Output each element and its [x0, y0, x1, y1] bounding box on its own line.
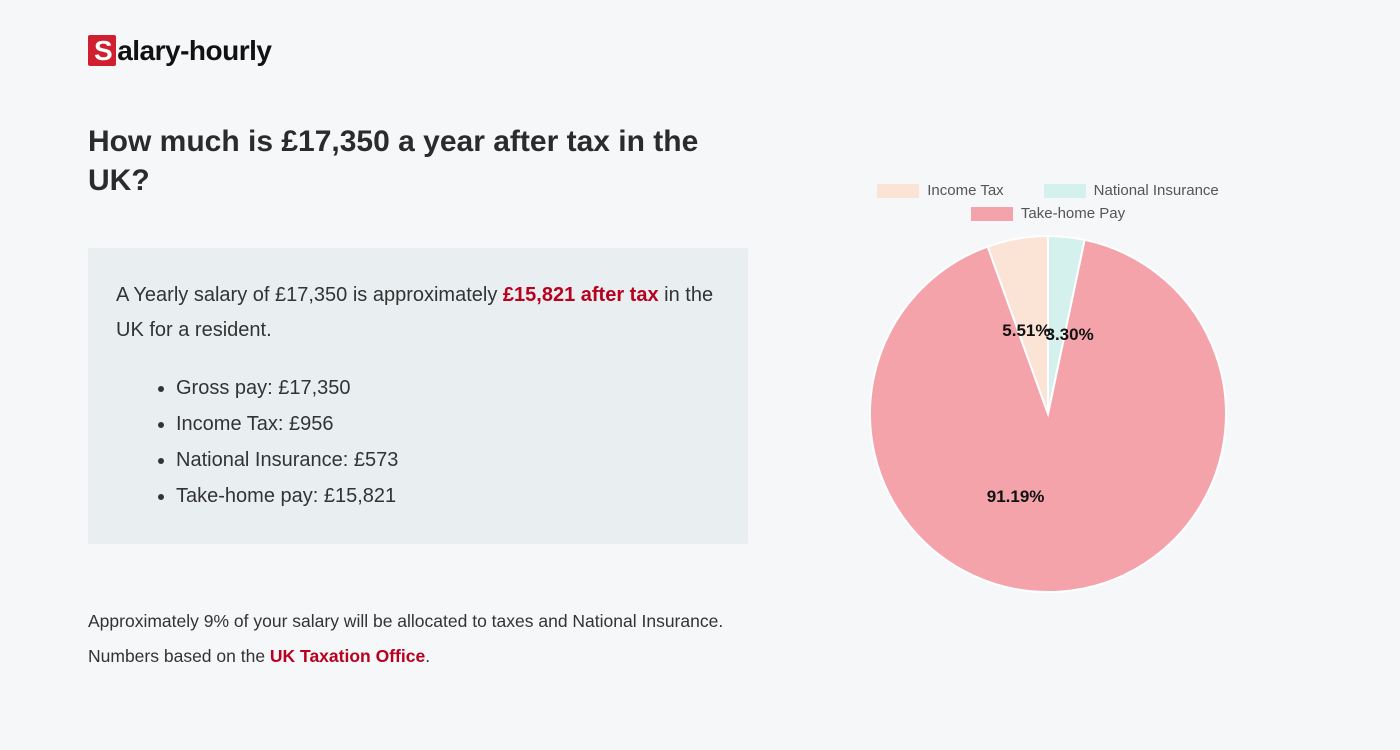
legend-row-1: Income Tax National Insurance	[828, 182, 1268, 199]
legend-swatch	[877, 184, 919, 198]
legend-row-2: Take-home Pay	[828, 205, 1268, 222]
list-item: Take-home pay: £15,821	[176, 478, 720, 514]
logo-rest: alary-hourly	[117, 35, 271, 66]
right-column: Income Tax National Insurance Take-home …	[828, 122, 1268, 674]
summary-box: A Yearly salary of £17,350 is approximat…	[88, 248, 748, 544]
legend-label: Take-home Pay	[1021, 205, 1125, 222]
page-container: Salary-hourly How much is £17,350 a year…	[0, 0, 1400, 709]
site-logo: Salary-hourly	[88, 35, 1312, 67]
chart-legend: Income Tax National Insurance Take-home …	[828, 182, 1268, 222]
content-row: How much is £17,350 a year after tax in …	[88, 122, 1312, 674]
taxation-office-link[interactable]: UK Taxation Office	[270, 646, 425, 666]
footnote-line2-prefix: Numbers based on the	[88, 646, 270, 666]
pie-svg	[868, 234, 1228, 594]
legend-swatch	[971, 207, 1013, 221]
summary-intro-prefix: A Yearly salary of £17,350 is approximat…	[116, 284, 503, 306]
legend-item-take-home: Take-home Pay	[971, 205, 1125, 222]
summary-list: Gross pay: £17,350 Income Tax: £956 Nati…	[116, 370, 720, 514]
left-column: How much is £17,350 a year after tax in …	[88, 122, 748, 674]
legend-item-income-tax: Income Tax	[877, 182, 1003, 199]
footnote-line1: Approximately 9% of your salary will be …	[88, 611, 723, 631]
legend-swatch	[1044, 184, 1086, 198]
legend-label: National Insurance	[1094, 182, 1219, 199]
pie-slice-label: 91.19%	[987, 487, 1045, 507]
summary-highlight: £15,821 after tax	[503, 284, 659, 306]
summary-intro: A Yearly salary of £17,350 is approximat…	[116, 278, 720, 348]
list-item: Gross pay: £17,350	[176, 370, 720, 406]
legend-item-national-insurance: National Insurance	[1044, 182, 1219, 199]
footnote: Approximately 9% of your salary will be …	[88, 604, 748, 674]
legend-label: Income Tax	[927, 182, 1003, 199]
page-title: How much is £17,350 a year after tax in …	[88, 122, 748, 200]
logo-prefix: S	[88, 35, 116, 66]
pie-slice-label: 3.30%	[1045, 325, 1093, 345]
footnote-line2-suffix: .	[425, 646, 430, 666]
list-item: National Insurance: £573	[176, 442, 720, 478]
pie-chart: 5.51%3.30% 91.19%	[868, 234, 1228, 594]
pie-slice-label: 5.51%	[1002, 321, 1050, 341]
list-item: Income Tax: £956	[176, 406, 720, 442]
